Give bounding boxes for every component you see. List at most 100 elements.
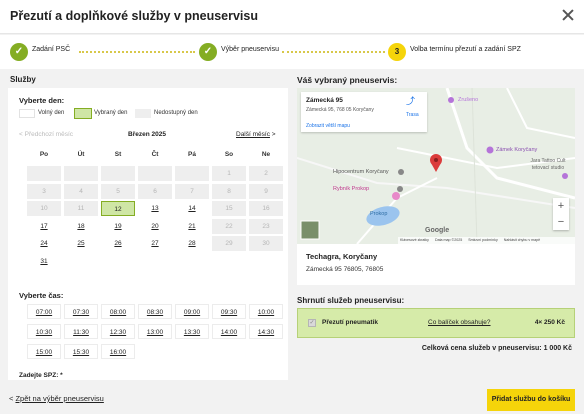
calendar-day[interactable]: 27 [138, 236, 172, 252]
directions-icon[interactable]: ⤴ [406, 96, 416, 106]
close-icon[interactable] [561, 8, 575, 22]
footer: < Zpět na výběr pneuservisu Přidat služb… [0, 383, 584, 414]
time-slot[interactable]: 09:30 [212, 304, 246, 319]
weekday-header: So [224, 151, 234, 158]
map-label-zruseno: Zrušeno [458, 97, 479, 103]
calendar-day: 7 [175, 183, 209, 199]
calendar-day[interactable]: 20 [138, 218, 172, 234]
services-panel: Vyberte den: Volný den Vybraný den Nedos… [8, 88, 288, 380]
calendar-day [27, 166, 61, 181]
calendar-day[interactable]: 18 [64, 218, 98, 234]
chevron-right-icon: > [271, 131, 276, 138]
legend-selected-swatch [74, 108, 92, 119]
selected-service-title: Váš vybraný pneuservis: [297, 75, 398, 85]
map-label-hipo: Hipocentrum Koryčany [333, 169, 389, 175]
attr-report[interactable]: Nahlásit chybu v mapě [503, 238, 541, 242]
time-slot[interactable]: 15:00 [27, 344, 61, 359]
time-slot[interactable]: 07:30 [64, 304, 98, 319]
larger-map-link[interactable]: Zobrazit větší mapu [306, 123, 350, 129]
legend-free-swatch [19, 109, 35, 118]
time-slot[interactable]: 12:30 [101, 324, 135, 339]
calendar-day: 15 [212, 201, 246, 217]
attr-data: Data map ©2025 [434, 238, 463, 242]
calendar-day: 16 [249, 201, 283, 217]
calendar-day[interactable]: 28 [175, 236, 209, 252]
time-slot[interactable]: 08:00 [101, 304, 135, 319]
next-month-label: Další měsíc [236, 131, 270, 138]
calendar-day[interactable]: 21 [175, 218, 209, 234]
total-price: Celková cena služeb v pneuservisu: 1 000… [421, 345, 572, 352]
calendar-day[interactable]: 13 [138, 201, 172, 217]
back-link-label: Zpět na výběr pneuservisu [15, 394, 104, 403]
time-slot[interactable]: 15:30 [64, 344, 98, 359]
calendar-day: 10 [27, 201, 61, 217]
add-to-cart-button[interactable]: Přidat službu do košíku [487, 389, 575, 411]
map-info-popup: Zámecká 95 Zámecká 95, 768 05 Koryčany Z… [301, 92, 427, 132]
prev-month-label: Předchozí měsíc [24, 131, 74, 138]
calendar-day: 29 [212, 236, 246, 252]
services-title: Služby [10, 75, 36, 84]
summary-item-price: 4× 250 Kč [534, 319, 565, 326]
calendar-day[interactable]: 31 [27, 254, 61, 269]
next-month[interactable]: Další měsíc > [236, 131, 276, 138]
calendar-day: 2 [249, 166, 283, 181]
summary-item: ✓ Přezutí pneumatik Co balíček obsahuje?… [297, 308, 575, 338]
calendar-day [138, 166, 172, 181]
service-address-card: Techagra, Koryčany Zámecká 95 76805, 768… [297, 244, 575, 285]
time-slot[interactable]: 16:00 [101, 344, 135, 359]
chevron-left-icon: < [9, 394, 16, 403]
calendar-day[interactable]: 26 [101, 236, 135, 252]
day-label: Vyberte den: [19, 96, 65, 105]
time-slot[interactable]: 13:30 [175, 324, 209, 339]
progress-steps: ✓ Zadání PSČ ✓ Výběr pneuservisu 3 Volba… [0, 35, 584, 69]
legend-selected: Vybraný den [94, 110, 128, 116]
modal-header: Přezutí a doplňkové služby v pneuservisu [0, 0, 584, 34]
summary-title: Shrnutí služeb pneuservisu: [297, 296, 405, 305]
summary-item-label: Přezutí pneumatik [322, 319, 378, 326]
calendar-day: 6 [138, 183, 172, 199]
calendar-day[interactable]: 19 [101, 218, 135, 234]
route-link[interactable]: Trasa [406, 112, 419, 118]
time-slot[interactable]: 09:00 [175, 304, 209, 319]
zoom-out-icon[interactable]: − [557, 216, 565, 228]
step-3-label: Volba termínu přezutí a zadání SPZ [410, 46, 521, 53]
weekday-header: Čt [151, 151, 159, 158]
calendar-day[interactable]: 24 [27, 236, 61, 252]
back-link[interactable]: < Zpět na výběr pneuservisu [9, 394, 104, 403]
map[interactable]: Zámecká 95 Zámecká 95, 768 05 Koryčany Z… [297, 88, 575, 244]
calendar-day: 11 [64, 201, 98, 217]
calendar-day-selected[interactable]: 12 [101, 201, 135, 217]
attr-shortcuts[interactable]: Klávesové zkratky [400, 238, 429, 242]
map-attribution: Klávesové zkratky Data map ©2025 Smluvní… [398, 237, 575, 244]
weekday-header: Po [39, 151, 49, 158]
package-info-link[interactable]: Co balíček obsahuje? [428, 319, 491, 326]
time-slot[interactable]: 08:30 [138, 304, 172, 319]
step-2-label: Výběr pneuservisu [221, 46, 279, 53]
map-label-tattoo: Jara Tattoo Cult tetovací studio [530, 158, 566, 171]
spz-label: Zadejte SPZ: * [19, 372, 63, 379]
time-slot[interactable]: 14:30 [249, 324, 283, 339]
time-slot[interactable]: 10:00 [249, 304, 283, 319]
checkbox-icon[interactable]: ✓ [308, 319, 316, 327]
weekday-header: Pá [188, 151, 196, 158]
calendar-day[interactable]: 25 [64, 236, 98, 252]
calendar-day [175, 166, 209, 181]
zoom-in-icon[interactable]: + [557, 200, 565, 212]
calendar-day [64, 166, 98, 181]
time-slot[interactable]: 13:00 [138, 324, 172, 339]
attr-terms[interactable]: Smluvní podmínky [468, 238, 498, 242]
calendar-day: 9 [249, 183, 283, 199]
legend-free: Volný den [38, 110, 65, 116]
map-zoom: + − [553, 198, 569, 230]
map-label-zamek: Zámek Koryčany [496, 147, 538, 153]
step-connector [79, 51, 195, 53]
map-label-rybnik: Rybník Prokop [333, 186, 370, 192]
calendar-day [101, 166, 135, 181]
time-slot[interactable]: 10:30 [27, 324, 61, 339]
calendar-day[interactable]: 14 [175, 201, 209, 217]
time-slot[interactable]: 14:00 [212, 324, 246, 339]
prev-month[interactable]: < Předchozí měsíc [19, 131, 73, 138]
calendar-day[interactable]: 17 [27, 218, 61, 234]
time-slot[interactable]: 07:00 [27, 304, 61, 319]
time-slot[interactable]: 11:30 [64, 324, 98, 339]
